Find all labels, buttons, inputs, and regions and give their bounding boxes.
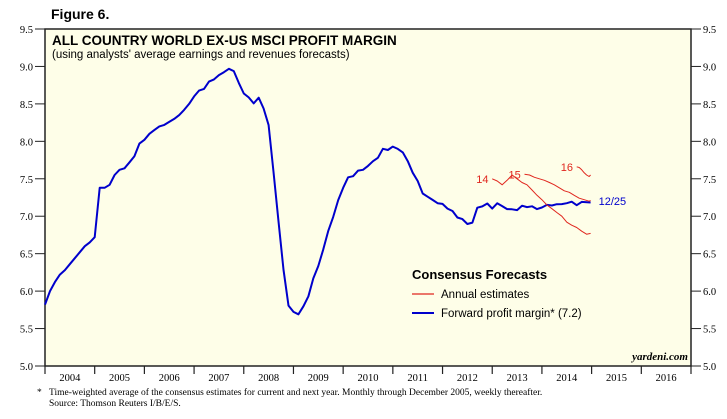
y-tick-label-right: 8.0	[703, 137, 716, 148]
x-tick-label: 2006	[159, 373, 180, 384]
legend: Consensus Forecasts Annual estimates For…	[412, 267, 582, 320]
y-tick-label-right: 5.0	[703, 362, 716, 373]
x-axis: 2004 2005 2006 2007 2008 2009 2010 2011 2012 2013…	[44, 366, 692, 384]
x-tick-label: 2005	[109, 373, 130, 384]
y-axis-right: 5.0 5.5 6.0 6.5 7.0 7.5 8.0 8.5 9.0 9.5	[691, 25, 716, 373]
y-tick-label-left: 8.0	[20, 137, 33, 148]
y-tick-label-left: 6.5	[20, 250, 33, 261]
y-tick-label-left: 9.5	[20, 25, 33, 36]
x-tick-label: 2012	[457, 373, 478, 384]
series-line-annual-2014	[491, 174, 591, 235]
y-tick-label-left: 5.0	[20, 362, 33, 373]
y-tick-label-left: 9.0	[20, 62, 33, 73]
annotation-annual-2014: 14	[476, 174, 488, 186]
y-tick-label-right: 6.5	[703, 250, 716, 261]
y-tick-label-right: 6.0	[703, 287, 716, 298]
annotation-forward: 12/25	[599, 196, 627, 208]
series-line-forward	[44, 67, 591, 316]
y-tick-label-right: 8.5	[703, 100, 716, 111]
x-tick-label: 2015	[606, 373, 627, 384]
series-layer	[44, 67, 591, 316]
y-tick-label-right: 9.5	[703, 25, 716, 36]
series-line-annual-2015	[524, 173, 591, 202]
figure-label: Figure 6.	[51, 6, 110, 22]
legend-label-forward: Forward profit margin* (7.2)	[441, 308, 582, 320]
x-tick-label: 2004	[59, 373, 81, 384]
chart-subtitle: (using analysts' average earnings and re…	[52, 49, 350, 61]
y-tick-label-right: 7.0	[703, 212, 716, 223]
x-tick-label: 2009	[308, 373, 329, 384]
y-tick-label-left: 5.5	[20, 325, 33, 336]
legend-title: Consensus Forecasts	[412, 267, 547, 282]
x-tick-label: 2008	[258, 373, 279, 384]
annotation-annual-2016: 16	[561, 162, 573, 174]
y-tick-label-left: 7.0	[20, 212, 33, 223]
x-tick-label: 2013	[507, 373, 528, 384]
y-tick-label-right: 7.5	[703, 175, 716, 186]
footnote: * Time-weighted average of the consensus …	[37, 388, 542, 410]
chart-title: ALL COUNTRY WORLD EX-US MSCI PROFIT MARG…	[52, 33, 397, 48]
legend-label-annual: Annual estimates	[441, 289, 529, 301]
x-tick-label: 2011	[407, 373, 428, 384]
y-tick-label-right: 9.0	[703, 62, 716, 73]
x-tick-label: 2014	[556, 373, 578, 384]
footnote-marker: *	[37, 388, 42, 398]
series-line-annual-2016	[576, 166, 591, 177]
y-tick-label-left: 7.5	[20, 175, 33, 186]
annotations: 14 15 16 12/25	[476, 162, 626, 208]
footnote-text: Time-weighted average of the consensus e…	[49, 388, 543, 398]
y-tick-label-left: 6.0	[20, 287, 33, 298]
x-tick-label: 2010	[358, 373, 379, 384]
plot-area	[44, 28, 692, 367]
y-axis-left: 5.0 5.5 6.0 6.5 7.0 7.5 8.0 8.5 9.0 9.5	[20, 25, 45, 373]
watermark: yardeni.com	[630, 351, 688, 363]
annotation-annual-2015: 15	[509, 169, 521, 181]
x-tick-label: 2007	[208, 373, 229, 384]
source-text: Source: Thomson Reuters I/B/E/S.	[49, 399, 181, 409]
y-tick-label-left: 8.5	[20, 100, 33, 111]
y-tick-label-right: 5.5	[703, 325, 716, 336]
x-tick-label: 2016	[656, 373, 677, 384]
